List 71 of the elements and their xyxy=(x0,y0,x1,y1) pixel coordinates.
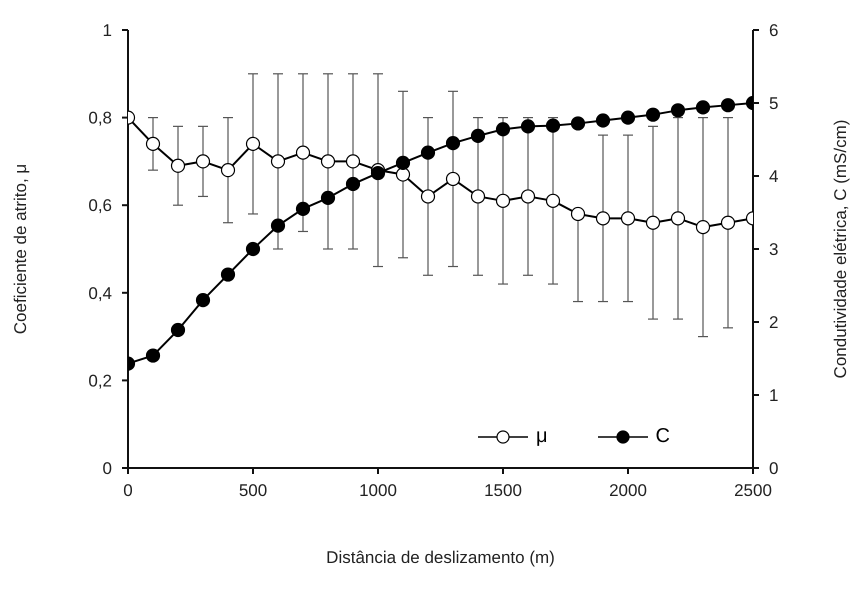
point xyxy=(720,216,736,230)
point xyxy=(696,220,710,234)
point xyxy=(420,189,436,204)
x-axis-title: Distância de deslizamento (m) xyxy=(326,548,555,567)
point xyxy=(320,154,336,168)
y-tick-label: 0 xyxy=(102,459,112,478)
point xyxy=(296,202,310,216)
point xyxy=(520,119,536,134)
point xyxy=(520,189,536,204)
x-tick-label: 2000 xyxy=(609,481,647,500)
point xyxy=(496,122,510,136)
point xyxy=(546,194,560,208)
point xyxy=(370,166,386,180)
point xyxy=(170,322,186,338)
point xyxy=(696,100,710,114)
point xyxy=(470,128,486,143)
y-tick-label: 0,4 xyxy=(88,284,112,303)
point xyxy=(396,167,410,182)
point xyxy=(246,242,260,256)
point xyxy=(296,146,310,160)
y2-tick-label: 6 xyxy=(769,21,778,40)
x-tick-label: 1500 xyxy=(484,481,522,500)
legend-label: C xyxy=(656,425,670,448)
point xyxy=(346,154,360,168)
y2-tick-label: 1 xyxy=(769,386,778,406)
point xyxy=(396,156,410,170)
point xyxy=(620,110,636,125)
point xyxy=(220,163,236,178)
point xyxy=(646,108,660,122)
point xyxy=(446,172,460,186)
point xyxy=(596,113,610,128)
y2-axis-title: Condutividade elétrica, C (mS/cm) xyxy=(831,120,850,378)
point xyxy=(270,154,286,168)
point xyxy=(146,348,160,363)
point xyxy=(570,116,586,131)
point xyxy=(346,176,360,192)
point xyxy=(246,136,260,151)
y-tick-label: 0,2 xyxy=(88,371,112,390)
point xyxy=(170,158,186,173)
point xyxy=(596,211,610,226)
point xyxy=(220,267,236,282)
legend-label: μ xyxy=(536,425,548,448)
point xyxy=(546,118,560,133)
point xyxy=(646,216,660,230)
point xyxy=(270,218,286,233)
y-tick-label: 0,6 xyxy=(88,196,112,216)
y2-tick-label: 5 xyxy=(769,94,778,114)
point xyxy=(620,211,636,226)
point xyxy=(420,146,436,160)
x-tick-label: 500 xyxy=(238,481,268,500)
y-axis-title: Coeficiente de atrito, μ xyxy=(11,164,30,334)
y2-tick-label: 2 xyxy=(769,313,778,332)
point xyxy=(670,103,686,118)
y-tick-label: 1 xyxy=(102,21,112,40)
y2-tick-label: 0 xyxy=(769,459,778,478)
point xyxy=(496,194,510,208)
x-tick-label: 1000 xyxy=(359,481,397,500)
point xyxy=(146,136,160,151)
y-tick-label: 0,8 xyxy=(88,108,112,128)
point xyxy=(720,98,736,112)
point xyxy=(470,189,486,204)
point xyxy=(446,136,460,150)
point xyxy=(570,206,586,222)
point xyxy=(196,154,210,168)
y2-tick-label: 3 xyxy=(769,240,778,260)
point xyxy=(670,211,686,226)
x-tick-label: 2500 xyxy=(734,481,772,500)
point xyxy=(196,293,210,308)
x-tick-label: 0 xyxy=(123,481,133,500)
point xyxy=(320,190,336,205)
y2-tick-label: 4 xyxy=(769,167,778,186)
